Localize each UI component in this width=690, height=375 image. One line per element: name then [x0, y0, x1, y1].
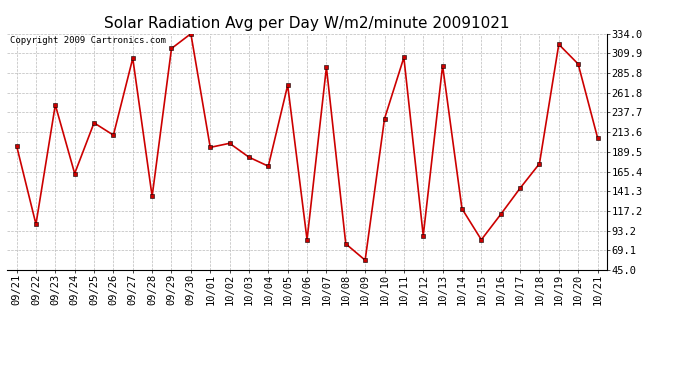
- Text: Copyright 2009 Cartronics.com: Copyright 2009 Cartronics.com: [10, 36, 166, 45]
- Title: Solar Radiation Avg per Day W/m2/minute 20091021: Solar Radiation Avg per Day W/m2/minute …: [104, 16, 510, 31]
